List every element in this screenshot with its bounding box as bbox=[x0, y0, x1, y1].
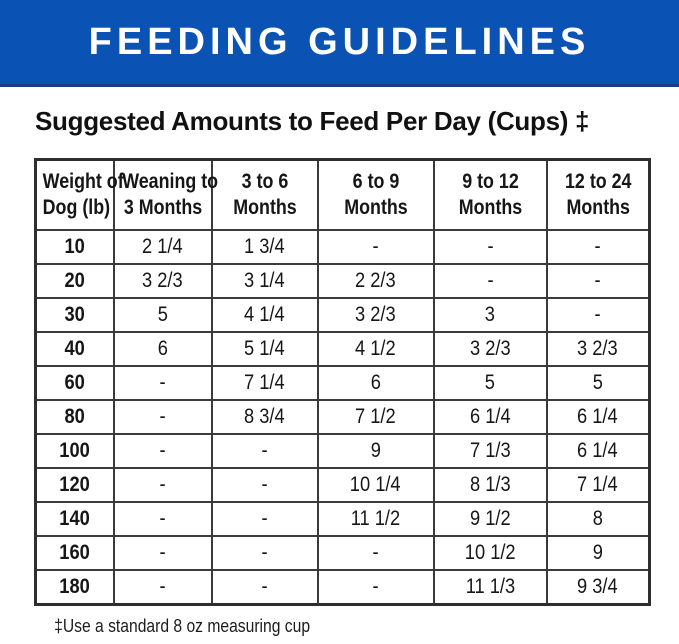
amount-cell: - bbox=[210, 433, 319, 469]
table-header-row: Weight of Dog (lb) Weaning to 3 Months 3 to … bbox=[34, 158, 651, 231]
weight-cell: 120 bbox=[34, 467, 115, 503]
table-row: 20 3 2/3 3 1/4 2 2/3- - bbox=[34, 263, 651, 299]
weight-cell: 140 bbox=[34, 501, 115, 537]
amount-cell: - bbox=[112, 535, 213, 571]
weight-cell: 10 bbox=[34, 229, 115, 265]
amount-cell: 3 2/3 bbox=[112, 263, 213, 299]
table-body: 10 2 1/4 1 3/4- - -20 3 2/3 3 1/4 2 2/3- -30 5 4 1… bbox=[34, 229, 651, 606]
weight-cell: 160 bbox=[34, 535, 115, 571]
amount-cell: - bbox=[112, 467, 213, 503]
column-header: Weight of Dog (lb) bbox=[34, 158, 124, 231]
amount-cell: 8 1/3 bbox=[432, 467, 548, 503]
amount-cell: 9 3/4 bbox=[545, 569, 651, 606]
amount-cell: 6 1/4 bbox=[432, 399, 548, 435]
weight-cell: 30 bbox=[34, 297, 115, 333]
amount-cell: - bbox=[112, 399, 213, 435]
amount-cell: 5 1/4 bbox=[210, 331, 319, 367]
table-row: 160- - -10 1/2 9 bbox=[34, 535, 651, 571]
feeding-table: Weight of Dog (lb) Weaning to 3 Months 3 to … bbox=[34, 158, 651, 606]
amount-cell: 8 bbox=[545, 501, 651, 537]
amount-cell: - bbox=[112, 433, 213, 469]
table-row: 40 6 5 1/4 4 1/2 3 2/3 3 2/3 bbox=[34, 331, 651, 367]
column-header: 6 to 9 Months bbox=[316, 158, 435, 231]
amount-cell: 3 2/3 bbox=[545, 331, 651, 367]
amount-cell: 4 1/2 bbox=[316, 331, 435, 367]
column-header: 12 to 24 Months bbox=[545, 158, 651, 231]
table-row: 80-8 3/4 7 1/2 6 1/4 6 1/4 bbox=[34, 399, 651, 435]
amount-cell: - bbox=[432, 229, 548, 265]
amount-cell: 7 1/3 bbox=[432, 433, 548, 469]
amount-cell: 8 3/4 bbox=[210, 399, 319, 435]
column-header: 3 to 6 Months bbox=[210, 158, 319, 231]
amount-cell: 3 bbox=[432, 297, 548, 333]
amount-cell: - bbox=[112, 365, 213, 401]
amount-cell: 9 bbox=[545, 535, 651, 571]
amount-cell: 4 1/4 bbox=[210, 297, 319, 333]
amount-cell: 6 bbox=[112, 331, 213, 367]
amount-cell: - bbox=[210, 467, 319, 503]
amount-cell: 6 bbox=[316, 365, 435, 401]
banner: FEEDING GUIDELINES bbox=[0, 0, 679, 87]
amount-cell: 2 2/3 bbox=[316, 263, 435, 299]
amount-cell: - bbox=[316, 569, 435, 606]
amount-cell: 5 bbox=[432, 365, 548, 401]
amount-cell: 6 1/4 bbox=[545, 399, 651, 435]
amount-cell: - bbox=[545, 229, 651, 265]
amount-cell: 5 bbox=[112, 297, 213, 333]
amount-cell: 9 bbox=[316, 433, 435, 469]
amount-cell: - bbox=[210, 501, 319, 537]
amount-cell: 5 bbox=[545, 365, 651, 401]
amount-cell: 3 1/4 bbox=[210, 263, 319, 299]
banner-title: FEEDING GUIDELINES bbox=[88, 20, 591, 63]
table-row: 180- - -11 1/3 9 3/4 bbox=[34, 569, 651, 606]
column-header: 9 to 12 Months bbox=[432, 158, 548, 231]
amount-cell: 10 1/2 bbox=[432, 535, 548, 571]
amount-cell: - bbox=[545, 297, 651, 333]
amount-cell: 6 1/4 bbox=[545, 433, 651, 469]
amount-cell: 1 3/4 bbox=[210, 229, 319, 265]
amount-cell: - bbox=[210, 535, 319, 571]
weight-cell: 20 bbox=[34, 263, 115, 299]
table-row: 30 5 4 1/4 3 2/3 3- bbox=[34, 297, 651, 333]
amount-cell: 7 1/2 bbox=[316, 399, 435, 435]
weight-cell: 80 bbox=[34, 399, 115, 435]
amount-cell: 3 2/3 bbox=[316, 297, 435, 333]
weight-cell: 40 bbox=[34, 331, 115, 367]
footnote: ‡Use a standard 8 oz measuring cup bbox=[54, 616, 311, 636]
weight-cell: 60 bbox=[34, 365, 115, 401]
amount-cell: - bbox=[112, 569, 213, 606]
amount-cell: - bbox=[316, 229, 435, 265]
amount-cell: - bbox=[545, 263, 651, 299]
page-title: Suggested Amounts to Feed Per Day (Cups)… bbox=[35, 106, 590, 136]
table-row: 120- -10 1/4 8 1/3 7 1/4 bbox=[34, 467, 651, 503]
table-row: 10 2 1/4 1 3/4- - - bbox=[34, 229, 651, 265]
table-row: 60-7 1/4 6 5 5 bbox=[34, 365, 651, 401]
amount-cell: - bbox=[112, 501, 213, 537]
column-header: Weaning to 3 Months bbox=[112, 158, 218, 231]
weight-cell: 180 bbox=[34, 569, 115, 606]
table-row: 140- -11 1/2 9 1/2 8 bbox=[34, 501, 651, 537]
amount-cell: 9 1/2 bbox=[432, 501, 548, 537]
amount-cell: 7 1/4 bbox=[210, 365, 319, 401]
amount-cell: 11 1/3 bbox=[432, 569, 548, 606]
amount-cell: - bbox=[432, 263, 548, 299]
amount-cell: 10 1/4 bbox=[316, 467, 435, 503]
amount-cell: 2 1/4 bbox=[112, 229, 213, 265]
weight-cell: 100 bbox=[34, 433, 115, 469]
amount-cell: 7 1/4 bbox=[545, 467, 651, 503]
table-row: 100- -9 7 1/3 6 1/4 bbox=[34, 433, 651, 469]
amount-cell: - bbox=[210, 569, 319, 606]
amount-cell: 11 1/2 bbox=[316, 501, 435, 537]
amount-cell: 3 2/3 bbox=[432, 331, 548, 367]
amount-cell: - bbox=[316, 535, 435, 571]
